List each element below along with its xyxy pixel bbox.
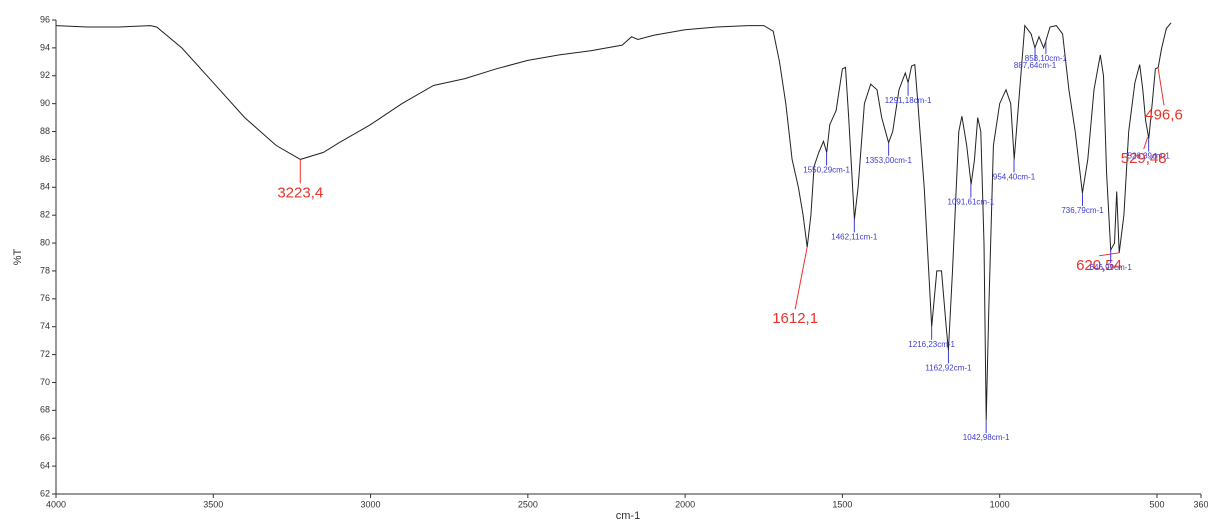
annotation-label: 954,40cm-1 — [993, 173, 1036, 182]
y-axis-label: %T — [12, 248, 24, 265]
x-tick-label: 2500 — [518, 499, 538, 509]
y-tick-label: 72 — [40, 349, 50, 359]
y-tick-label: 76 — [40, 293, 50, 303]
annotation-leader — [1157, 67, 1165, 106]
spectrum-line — [55, 22, 1172, 421]
x-tick-label: 1500 — [832, 499, 852, 509]
annotation-label: 1042,98cm-1 — [963, 433, 1010, 442]
y-tick-label: 90 — [40, 98, 50, 108]
x-axis-label: cm-1 — [616, 510, 640, 522]
y-tick-label: 84 — [40, 182, 50, 192]
annotation-label: 1091,61cm-1 — [948, 198, 995, 207]
y-tick-label: 68 — [40, 405, 50, 415]
y-tick-label: 88 — [40, 126, 50, 136]
y-tick-label: 92 — [40, 70, 50, 80]
annotation-label: 1291,18cm-1 — [885, 96, 932, 105]
x-tick-label: 3000 — [361, 499, 381, 509]
y-tick-label: 82 — [40, 210, 50, 220]
annotation-label: 1162,92cm-1 — [925, 364, 972, 373]
annotation-label: 736,79cm-1 — [1061, 206, 1104, 215]
y-tick-label: 74 — [40, 321, 50, 331]
annotation-label: 1612,1 — [772, 310, 818, 327]
x-tick-label: 500 — [1149, 499, 1164, 509]
annotation-label: 1462,11cm-1 — [831, 232, 878, 241]
x-tick-label: 360 — [1193, 499, 1208, 509]
y-tick-label: 62 — [40, 488, 50, 498]
annotation-leader — [1143, 136, 1149, 150]
y-tick-label: 94 — [40, 42, 50, 52]
annotation-label: 526,39cm-1 — [1128, 152, 1171, 161]
x-tick-label: 3500 — [203, 499, 223, 509]
x-tick-label: 2000 — [675, 499, 695, 509]
x-tick-label: 4000 — [46, 499, 66, 509]
x-tick-label: 1000 — [990, 499, 1010, 509]
annotation-label: 646,99cm-1 — [1090, 263, 1133, 272]
annotation-label: 853,10cm-1 — [1025, 54, 1068, 63]
annotation-label: 887,64cm-1 — [1014, 61, 1057, 70]
y-tick-label: 96 — [40, 14, 50, 24]
annotation-label: 3223,4 — [277, 184, 323, 201]
y-tick-label: 86 — [40, 154, 50, 164]
annotation-label: 529,48 — [1121, 150, 1167, 167]
annotation-label: 1353,00cm-1 — [865, 156, 912, 165]
y-tick-label: 64 — [40, 460, 50, 470]
annotation-leader — [794, 247, 808, 310]
annotation-leader — [1098, 252, 1120, 257]
y-tick-label: 70 — [40, 377, 50, 387]
annotation-label: 1550,29cm-1 — [803, 166, 850, 175]
annotation-label: 496,6 — [1145, 106, 1183, 123]
annotation-label: 1216,23cm-1 — [908, 340, 955, 349]
y-tick-label: 66 — [40, 433, 50, 443]
y-tick-label: 78 — [40, 265, 50, 275]
y-tick-label: 80 — [40, 237, 50, 247]
